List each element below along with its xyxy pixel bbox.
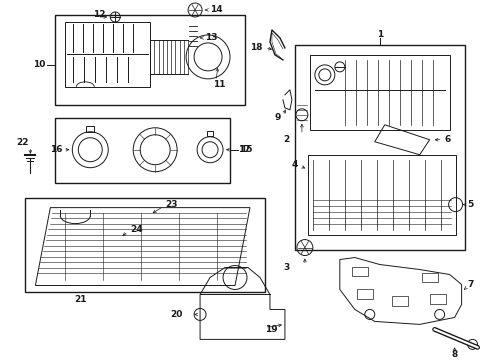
- Text: 9: 9: [275, 113, 281, 122]
- Bar: [25, 198, 265, 292]
- Bar: [295, 45, 465, 249]
- Text: 11: 11: [213, 80, 225, 89]
- Text: 2: 2: [284, 135, 290, 144]
- Text: 16: 16: [50, 145, 62, 154]
- Text: 8: 8: [451, 350, 458, 359]
- Text: 22: 22: [16, 138, 28, 147]
- Text: 12: 12: [93, 10, 105, 19]
- Bar: [65, 22, 150, 87]
- Bar: [352, 266, 368, 276]
- Bar: [55, 15, 245, 105]
- Bar: [422, 273, 438, 283]
- Bar: [430, 294, 445, 305]
- Text: 6: 6: [444, 135, 451, 144]
- Bar: [308, 155, 456, 235]
- Text: 24: 24: [130, 225, 143, 234]
- Bar: [86, 126, 94, 132]
- Text: 1: 1: [377, 31, 383, 40]
- Text: 14: 14: [210, 5, 222, 14]
- Bar: [357, 289, 373, 300]
- Text: 3: 3: [284, 263, 290, 272]
- Text: 20: 20: [171, 310, 183, 319]
- Text: 17: 17: [238, 145, 251, 154]
- Text: 4: 4: [292, 160, 298, 169]
- Text: 7: 7: [467, 280, 474, 289]
- Text: 21: 21: [74, 295, 87, 304]
- Text: 15: 15: [240, 145, 252, 154]
- Text: 23: 23: [165, 200, 178, 209]
- Text: 10: 10: [33, 60, 46, 69]
- Bar: [392, 297, 408, 306]
- Text: 18: 18: [250, 44, 263, 53]
- Text: 5: 5: [467, 200, 474, 209]
- Bar: [55, 118, 230, 183]
- Bar: [310, 55, 450, 130]
- Text: 19: 19: [265, 325, 278, 334]
- Text: 13: 13: [205, 33, 218, 42]
- Bar: [207, 131, 213, 136]
